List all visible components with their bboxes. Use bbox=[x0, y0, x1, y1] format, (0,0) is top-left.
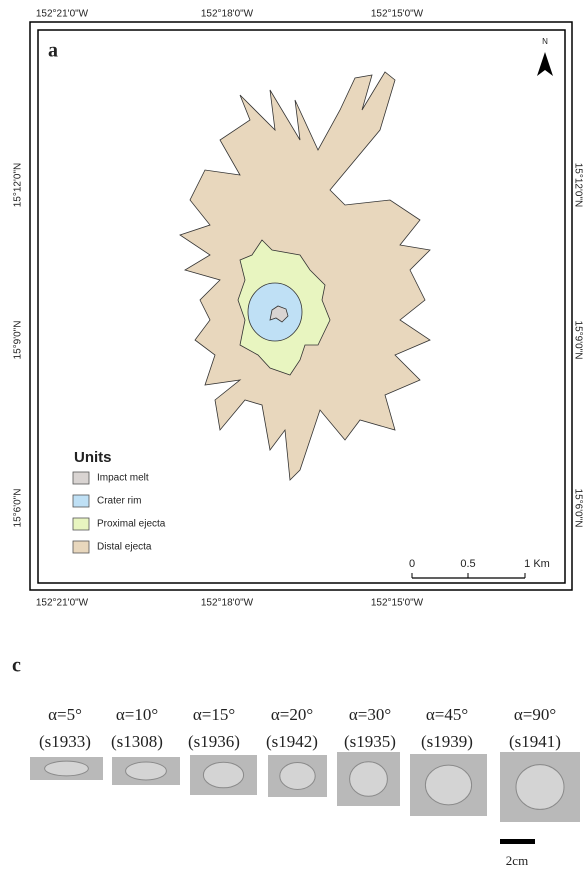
figure: a N 152°21'0"W 152°18'0"W 152°15'0"W 152… bbox=[0, 0, 587, 871]
panel-label: a bbox=[48, 40, 58, 62]
samples: α=5° (s1933) α=10° (s1308) α=15° (s1936) α=20°… bbox=[30, 705, 580, 822]
sample-angle: α=5° bbox=[48, 705, 82, 724]
lon-label: 152°18'0"W bbox=[201, 598, 254, 609]
legend-label: Impact melt bbox=[97, 473, 149, 484]
sample-id: (s1936) bbox=[188, 732, 240, 751]
crater-relief bbox=[126, 762, 167, 780]
lat-label: 15°12'0"N bbox=[572, 163, 583, 208]
crater-relief bbox=[516, 765, 564, 810]
legend-swatch bbox=[73, 472, 89, 484]
crater-relief bbox=[45, 761, 89, 776]
crater-relief bbox=[280, 763, 315, 790]
sample-id: (s1308) bbox=[111, 732, 163, 751]
sample-angle: α=20° bbox=[271, 705, 313, 724]
lon-label: 152°21'0"W bbox=[36, 9, 89, 20]
legend-swatch bbox=[73, 541, 89, 553]
legend-label: Distal ejecta bbox=[97, 542, 152, 553]
page: a N 152°21'0"W 152°18'0"W 152°15'0"W 152… bbox=[0, 0, 587, 871]
sample-id: (s1941) bbox=[509, 732, 561, 751]
photo-scale-bar bbox=[500, 839, 535, 844]
crater-relief bbox=[425, 765, 471, 805]
lon-label: 152°21'0"W bbox=[36, 598, 89, 609]
lat-label: 15°12'0"N bbox=[13, 163, 24, 208]
lon-label: 152°18'0"W bbox=[201, 9, 254, 20]
panel-label: c bbox=[12, 655, 21, 677]
lon-label: 152°15'0"W bbox=[371, 598, 424, 609]
sample-id: (s1933) bbox=[39, 732, 91, 751]
scale-label: 0 bbox=[409, 558, 415, 570]
lat-label: 15°6'0"N bbox=[572, 489, 583, 528]
legend-label: Crater rim bbox=[97, 496, 141, 507]
scale-label: 0.5 bbox=[460, 558, 475, 570]
lat-label: 15°9'0"N bbox=[13, 321, 24, 360]
crater-relief bbox=[203, 762, 243, 788]
legend-swatch bbox=[73, 495, 89, 507]
sample-angle: α=30° bbox=[349, 705, 391, 724]
sample-angle: α=15° bbox=[193, 705, 235, 724]
sample-angle: α=45° bbox=[426, 705, 468, 724]
photo-scale-label: 2cm bbox=[506, 853, 528, 868]
legend-title: Units bbox=[74, 449, 112, 466]
sample-id: (s1942) bbox=[266, 732, 318, 751]
lat-label: 15°6'0"N bbox=[13, 489, 24, 528]
lon-label: 152°15'0"W bbox=[371, 9, 424, 20]
legend-label: Proximal ejecta bbox=[97, 519, 166, 530]
legend-swatch bbox=[73, 518, 89, 530]
sample-angle: α=90° bbox=[514, 705, 556, 724]
lat-label: 15°9'0"N bbox=[572, 321, 583, 360]
crater-relief bbox=[350, 762, 388, 797]
scale-label: 1 Km bbox=[524, 558, 550, 570]
sample-id: (s1939) bbox=[421, 732, 473, 751]
sample-id: (s1935) bbox=[344, 732, 396, 751]
north-label: N bbox=[542, 37, 548, 46]
sample-angle: α=10° bbox=[116, 705, 158, 724]
